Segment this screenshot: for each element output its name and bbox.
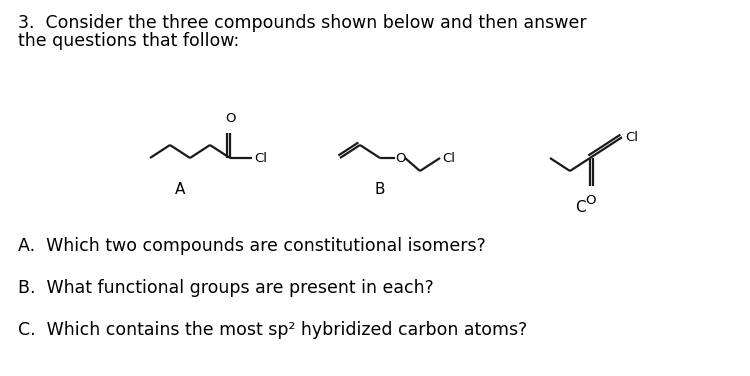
Text: A: A	[175, 182, 185, 197]
Text: A.  Which two compounds are constitutional isomers?: A. Which two compounds are constitutiona…	[18, 237, 486, 255]
Text: Cl: Cl	[254, 152, 267, 165]
Text: O: O	[585, 194, 596, 207]
Text: C: C	[574, 200, 585, 215]
Text: C.  Which contains the most sp² hybridized carbon atoms?: C. Which contains the most sp² hybridize…	[18, 321, 527, 339]
Text: B: B	[375, 182, 386, 197]
Text: Cl: Cl	[442, 152, 455, 165]
Text: O: O	[225, 112, 236, 125]
Text: O: O	[394, 152, 405, 165]
Text: 3.  Consider the three compounds shown below and then answer: 3. Consider the three compounds shown be…	[18, 14, 586, 32]
Text: B.  What functional groups are present in each?: B. What functional groups are present in…	[18, 279, 433, 297]
Text: Cl: Cl	[625, 131, 638, 144]
Text: the questions that follow:: the questions that follow:	[18, 32, 239, 50]
